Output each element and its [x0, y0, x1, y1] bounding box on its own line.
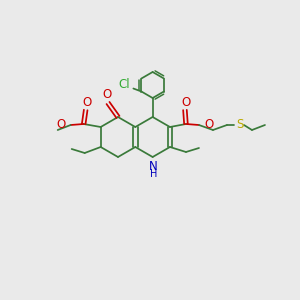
- Text: O: O: [56, 118, 66, 130]
- Text: O: O: [181, 95, 190, 109]
- Text: O: O: [204, 118, 213, 130]
- Text: O: O: [102, 88, 112, 101]
- Text: S: S: [236, 118, 244, 130]
- Text: Cl: Cl: [118, 78, 130, 91]
- Text: H: H: [150, 169, 157, 179]
- Text: N: N: [149, 160, 158, 172]
- Text: O: O: [82, 95, 91, 109]
